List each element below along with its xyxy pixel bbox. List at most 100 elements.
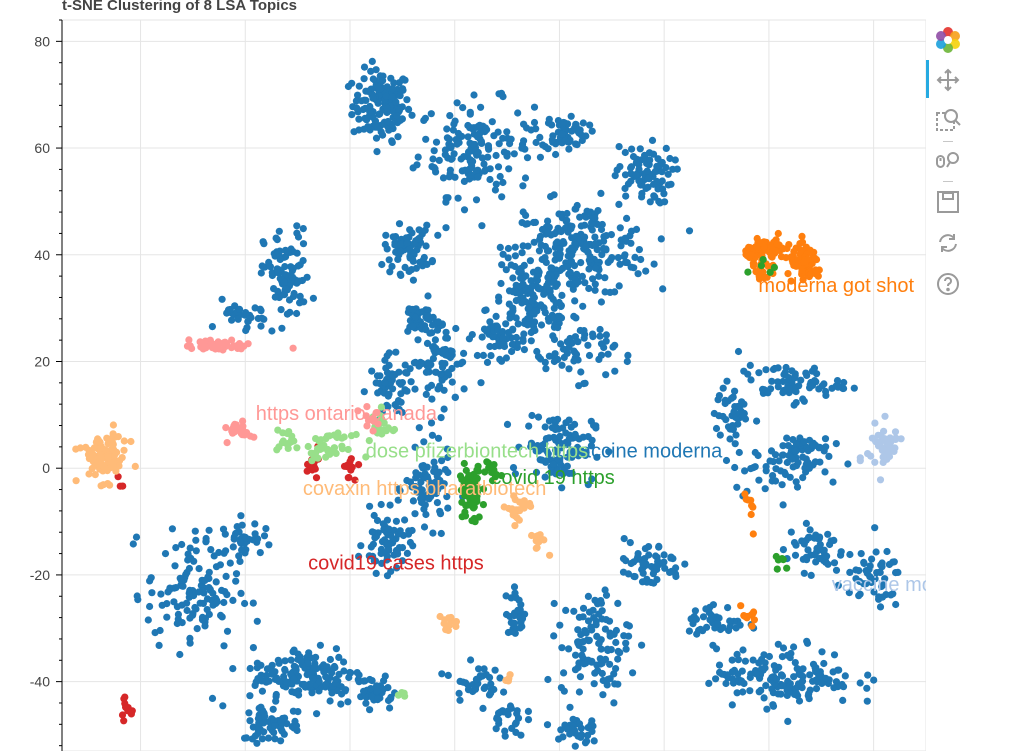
data-point <box>374 695 382 703</box>
data-point <box>269 668 277 676</box>
data-point <box>219 702 227 710</box>
data-point <box>464 121 472 130</box>
data-point <box>681 560 689 568</box>
data-point <box>608 630 616 639</box>
data-point <box>625 632 633 640</box>
data-point <box>804 533 813 542</box>
data-point <box>750 616 759 624</box>
data-point <box>355 82 363 90</box>
data-point <box>562 217 570 225</box>
data-point <box>338 445 346 453</box>
data-point <box>533 544 541 552</box>
data-point <box>228 336 236 344</box>
data-point <box>643 167 651 175</box>
data-point <box>442 334 450 342</box>
pan-tool-icon[interactable] <box>934 66 962 94</box>
data-point <box>631 253 639 261</box>
data-point <box>533 442 542 450</box>
data-point <box>815 554 824 563</box>
data-point <box>373 123 382 131</box>
data-point <box>415 424 423 432</box>
data-point <box>303 273 311 281</box>
data-point <box>728 668 736 676</box>
wheel-zoom-tool-icon[interactable] <box>934 146 962 174</box>
data-point <box>874 431 882 439</box>
data-point <box>759 385 767 393</box>
data-point <box>387 567 395 576</box>
data-point <box>712 675 720 683</box>
data-point <box>469 140 477 148</box>
data-point <box>601 586 609 594</box>
data-point <box>575 129 583 137</box>
data-point <box>646 156 654 164</box>
data-point <box>576 213 584 221</box>
data-point <box>892 435 900 443</box>
data-point <box>716 431 724 439</box>
data-point <box>596 332 604 340</box>
cluster-label: moderna got shot <box>758 275 914 297</box>
data-point <box>773 240 781 248</box>
scatter-chart[interactable]: 80 60 40 20 0 -20 -40 vaccine moderna moderna g… <box>0 0 926 751</box>
data-point <box>451 173 459 181</box>
data-point <box>573 337 581 345</box>
data-point <box>399 75 407 83</box>
data-point <box>864 671 872 679</box>
data-point <box>511 522 519 530</box>
data-point <box>360 75 368 83</box>
data-point <box>825 452 833 460</box>
data-point <box>246 664 254 673</box>
data-point <box>372 66 380 74</box>
data-point <box>496 355 504 363</box>
data-point <box>648 136 657 144</box>
data-point <box>386 501 394 509</box>
y-tick-label: -20 <box>30 567 50 583</box>
data-point <box>216 561 224 569</box>
data-point <box>447 144 455 152</box>
data-point <box>176 650 184 659</box>
help-tool-icon[interactable] <box>934 270 962 298</box>
data-point <box>741 467 749 475</box>
data-point <box>822 387 830 396</box>
data-point <box>740 367 748 375</box>
data-point <box>572 140 580 148</box>
data-point <box>208 323 216 331</box>
data-point <box>429 155 437 163</box>
save-tool-icon[interactable] <box>934 188 962 216</box>
data-point <box>524 716 533 724</box>
data-point <box>563 462 571 470</box>
data-point <box>571 430 579 438</box>
data-point <box>271 735 279 743</box>
reset-tool-icon[interactable] <box>934 229 962 257</box>
data-point <box>788 455 796 463</box>
data-point <box>870 676 878 684</box>
data-point <box>322 453 330 461</box>
data-point <box>538 456 546 464</box>
data-point <box>443 134 451 142</box>
data-point <box>431 336 439 344</box>
box-zoom-tool-icon[interactable] <box>934 106 962 134</box>
data-point <box>335 653 343 662</box>
data-point <box>509 464 518 472</box>
data-point <box>632 159 641 167</box>
data-point <box>90 444 98 452</box>
data-point <box>541 473 549 481</box>
data-point <box>354 91 362 99</box>
y-tick-label: 80 <box>34 33 50 49</box>
data-point <box>437 529 445 538</box>
data-point <box>584 341 592 349</box>
data-point <box>591 280 599 288</box>
data-point <box>812 441 820 449</box>
data-point <box>584 248 592 256</box>
data-point <box>659 559 667 567</box>
data-point <box>121 693 129 701</box>
data-point <box>89 455 97 463</box>
bokeh-logo-icon[interactable] <box>934 26 962 54</box>
data-point <box>619 555 628 563</box>
data-point <box>550 314 558 322</box>
data-point <box>398 544 407 552</box>
data-point <box>534 266 542 274</box>
cluster-label: covid19 cases https <box>308 553 484 575</box>
data-point <box>256 549 264 557</box>
data-point <box>508 309 516 317</box>
data-point <box>363 422 371 430</box>
